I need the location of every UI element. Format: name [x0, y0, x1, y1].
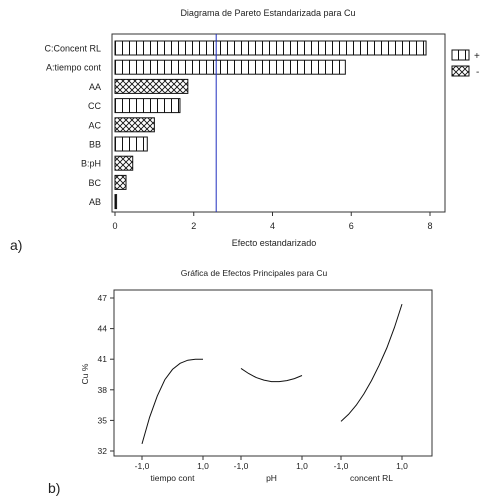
pareto-bar-labels: C:Concent RL A:tiempo cont AA CC AC BB B:pH BC A… — [44, 44, 101, 208]
legend-swatch-minus — [451, 65, 470, 77]
pareto-legend: + - — [451, 49, 480, 78]
effects-title: Gráfica de Efectos Principales para Cu — [181, 268, 328, 278]
pareto-title: Diagrama de Pareto Estandarizada para Cu — [180, 8, 355, 18]
effect-line-0 — [141, 358, 203, 445]
effects-x-tick-label: 1,0 — [296, 461, 308, 471]
pareto-bar — [114, 59, 346, 75]
pareto-bar — [114, 78, 189, 94]
pareto-x-tick-label: 4 — [270, 221, 275, 231]
pareto-bar-label: B:pH — [81, 159, 101, 169]
effects-y-axis-label: Cu % — [80, 363, 90, 384]
effects-lines — [141, 303, 403, 445]
effects-y-tick-label: 44 — [98, 324, 108, 334]
pareto-x-tick-label: 0 — [112, 221, 117, 231]
legend-swatch-plus — [451, 49, 470, 61]
effects-factor-name: tiempo cont — [151, 473, 196, 483]
pareto-bar-label: AB — [89, 197, 101, 207]
pareto-x-axis: 0 2 4 6 8 — [112, 212, 433, 231]
pareto-x-tick-label: 6 — [349, 221, 354, 231]
panel-label-a: a) — [10, 237, 22, 253]
effects-y-tick-label: 38 — [98, 385, 108, 395]
pareto-bars — [114, 40, 427, 210]
pareto-bar — [114, 117, 155, 133]
effects-x-tick-label: -1,0 — [135, 461, 150, 471]
effects-x-tick-label: -1,0 — [334, 461, 349, 471]
pareto-bar-label: CC — [88, 101, 101, 111]
pareto-x-tick-label: 2 — [191, 221, 196, 231]
effects-y-tick-label: 41 — [98, 354, 108, 364]
panel-label-b: b) — [48, 480, 60, 496]
pareto-bar-label: AC — [88, 120, 101, 130]
pareto-bar-label: C:Concent RL — [44, 44, 101, 54]
effects-x-tick-label: 1,0 — [197, 461, 209, 471]
effects-y-tick-label: 35 — [98, 415, 108, 425]
pareto-plot-frame — [111, 33, 446, 213]
effects-x-tick-label: 1,0 — [396, 461, 408, 471]
effects-y-tick-label: 47 — [98, 293, 108, 303]
pareto-bar-label: AA — [89, 82, 101, 92]
pareto-chart: Diagrama de Pareto Estandarizada para Cu… — [10, 8, 480, 253]
pareto-bar-label: A:tiempo cont — [46, 63, 102, 73]
effects-y-axis: 32 35 38 41 44 47 — [98, 293, 114, 456]
effects-y-tick-label: 32 — [98, 446, 108, 456]
pareto-bar — [114, 155, 134, 171]
pareto-x-tick-label: 8 — [427, 221, 432, 231]
effects-plot-frame — [113, 289, 433, 457]
pareto-bar-label: BC — [88, 178, 101, 188]
pareto-bar-label: BB — [89, 140, 101, 150]
pareto-bar — [114, 174, 127, 190]
pareto-bar — [114, 194, 118, 210]
pareto-x-axis-label: Efecto estandarizado — [232, 238, 317, 248]
pareto-bar — [114, 40, 427, 56]
effect-line-1 — [240, 367, 303, 383]
effects-factor-name: concent RL — [350, 473, 393, 483]
pareto-bar — [114, 98, 181, 114]
effect-line-2 — [340, 303, 403, 422]
effects-factor-name: pH — [266, 473, 277, 483]
legend-label-plus: + — [474, 51, 480, 62]
effects-x-tick-label: -1,0 — [234, 461, 249, 471]
pareto-bar — [114, 136, 148, 152]
legend-label-minus: - — [476, 67, 479, 78]
main-effects-chart: Gráfica de Efectos Principales para Cu 3… — [48, 268, 433, 496]
